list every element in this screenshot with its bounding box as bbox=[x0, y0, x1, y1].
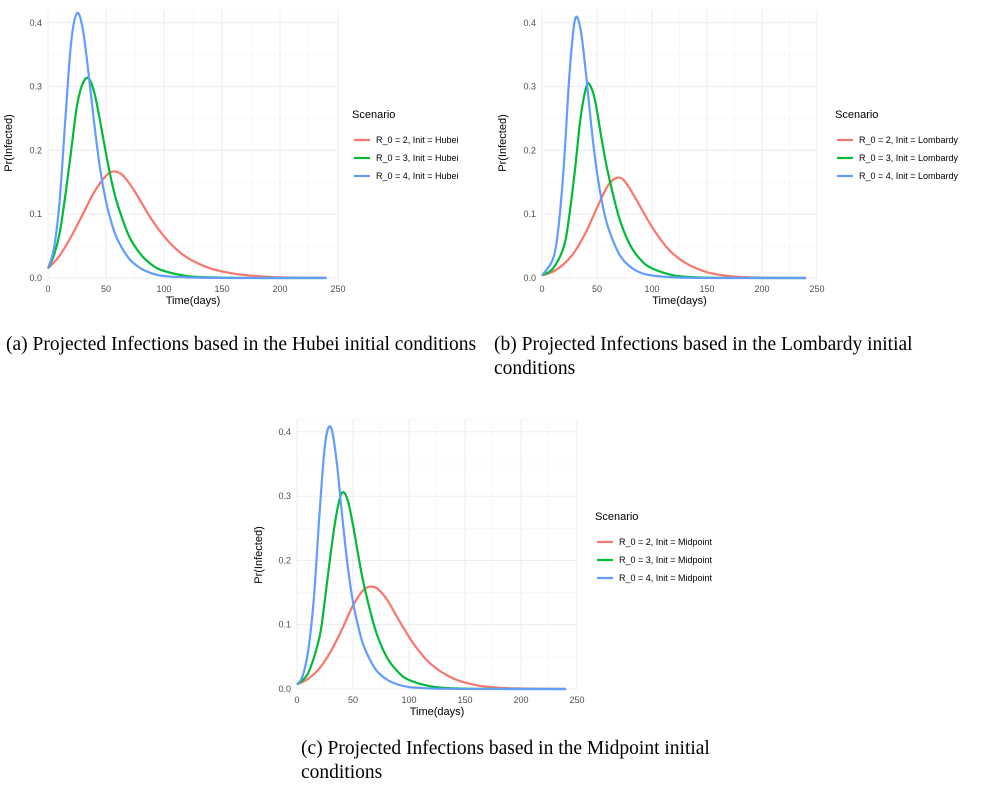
legend: Scenario R_0 = 2, Init = Lombardy R_0 = 3,… bbox=[835, 109, 959, 181]
y-axis-title: Pr(Infected) bbox=[497, 114, 509, 171]
legend-label-2: R_0 = 3, Init = Midpoint bbox=[619, 555, 713, 565]
x-tick-label: 50 bbox=[592, 284, 602, 294]
y-tick-label: 0.0 bbox=[278, 684, 291, 694]
y-tick-label: 0.3 bbox=[29, 82, 42, 92]
y-tick-label: 0.0 bbox=[29, 273, 42, 283]
legend-label-2: R_0 = 3, Init = Hubei bbox=[376, 153, 459, 163]
chart-panel-lombardy: 0 50 100 150 200 250 0.0 0.1 0.2 0.3 0.4 Time(days)… bbox=[494, 0, 989, 320]
x-tick-label: 250 bbox=[330, 284, 345, 294]
x-tick-label: 50 bbox=[348, 695, 358, 705]
x-tick-label: 150 bbox=[699, 284, 714, 294]
x-tick-label: 150 bbox=[457, 695, 472, 705]
y-tick-label: 0.4 bbox=[29, 18, 42, 28]
y-tick-label: 0.2 bbox=[29, 145, 42, 155]
legend-title: Scenario bbox=[595, 511, 638, 523]
x-tick-label: 200 bbox=[513, 695, 528, 705]
legend: Scenario R_0 = 2, Init = Midpoint R_0 = 3,… bbox=[595, 511, 713, 583]
x-tick-label: 0 bbox=[294, 695, 299, 705]
grid bbox=[296, 418, 578, 690]
legend-label-3: R_0 = 4, Init = Lombardy bbox=[859, 171, 959, 181]
y-tick-label: 0.3 bbox=[278, 491, 291, 501]
x-axis-title: Time(days) bbox=[652, 295, 707, 307]
chart-panel-hubei: 0 50 100 150 200 250 0.0 0.1 0.2 0.3 0.4 Time(days)… bbox=[0, 0, 490, 320]
x-tick-label: 250 bbox=[809, 284, 824, 294]
x-tick-label: 50 bbox=[101, 284, 111, 294]
y-tick-label: 0.2 bbox=[523, 145, 536, 155]
chart-svg-hubei: 0 50 100 150 200 250 0.0 0.1 0.2 0.3 0.4 Time(days)… bbox=[3, 9, 459, 307]
chart-panel-midpoint: 0 50 100 150 200 250 0.0 0.1 0.2 0.3 0.4 Time(days)… bbox=[250, 413, 740, 723]
x-tick-label: 100 bbox=[401, 695, 416, 705]
series-line-2 bbox=[541, 81, 807, 280]
x-tick-label: 200 bbox=[272, 284, 287, 294]
y-tick-label: 0.0 bbox=[523, 273, 536, 283]
caption-a: (a) Projected Infections based in the Hu… bbox=[6, 334, 477, 355]
series-line-3 bbox=[46, 11, 327, 280]
caption-b: (b) Projected Infections based in the Lo… bbox=[494, 334, 913, 379]
x-tick-label: 0 bbox=[45, 284, 50, 294]
y-tick-label: 0.4 bbox=[278, 427, 291, 437]
chart-svg-lombardy: 0 50 100 150 200 250 0.0 0.1 0.2 0.3 0.4 Time(days)… bbox=[497, 9, 959, 307]
x-axis-title: Time(days) bbox=[166, 295, 221, 307]
legend-label-1: R_0 = 2, Init = Hubei bbox=[376, 135, 459, 145]
y-tick-label: 0.1 bbox=[29, 209, 42, 219]
legend-label-2: R_0 = 3, Init = Lombardy bbox=[859, 153, 959, 163]
grid bbox=[541, 9, 818, 279]
x-tick-label: 100 bbox=[644, 284, 659, 294]
x-tick-label: 100 bbox=[156, 284, 171, 294]
legend: Scenario R_0 = 2, Init = Hubei R_0 = 3, In… bbox=[352, 109, 459, 181]
series-line-1 bbox=[47, 170, 327, 279]
y-tick-label: 0.1 bbox=[278, 620, 291, 630]
legend-label-3: R_0 = 4, Init = Hubei bbox=[376, 171, 459, 181]
y-tick-label: 0.4 bbox=[523, 18, 536, 28]
series-line-3 bbox=[296, 425, 566, 691]
legend-title: Scenario bbox=[835, 109, 878, 121]
x-tick-label: 200 bbox=[754, 284, 769, 294]
legend-label-3: R_0 = 4, Init = Midpoint bbox=[619, 573, 713, 583]
caption-c: (c) Projected Infections based in the Mi… bbox=[301, 738, 710, 783]
series-line-2 bbox=[46, 76, 327, 280]
legend-label-1: R_0 = 2, Init = Midpoint bbox=[619, 537, 713, 547]
y-tick-label: 0.2 bbox=[278, 555, 291, 565]
series-line-3 bbox=[541, 15, 806, 280]
x-tick-label: 250 bbox=[569, 695, 584, 705]
chart-svg-midpoint: 0 50 100 150 200 250 0.0 0.1 0.2 0.3 0.4 Time(days)… bbox=[253, 418, 713, 718]
x-tick-label: 0 bbox=[539, 284, 544, 294]
series-line-1 bbox=[541, 176, 807, 280]
x-tick-label: 150 bbox=[214, 284, 229, 294]
series-line-1 bbox=[296, 585, 566, 691]
y-axis-title: Pr(Infected) bbox=[3, 114, 15, 171]
y-tick-label: 0.3 bbox=[523, 82, 536, 92]
series-line-2 bbox=[296, 490, 566, 691]
legend-title: Scenario bbox=[352, 109, 395, 121]
x-axis-title: Time(days) bbox=[410, 706, 465, 718]
y-axis-title: Pr(Infected) bbox=[253, 526, 265, 583]
grid bbox=[47, 9, 339, 279]
legend-label-1: R_0 = 2, Init = Lombardy bbox=[859, 135, 959, 145]
y-tick-label: 0.1 bbox=[523, 209, 536, 219]
